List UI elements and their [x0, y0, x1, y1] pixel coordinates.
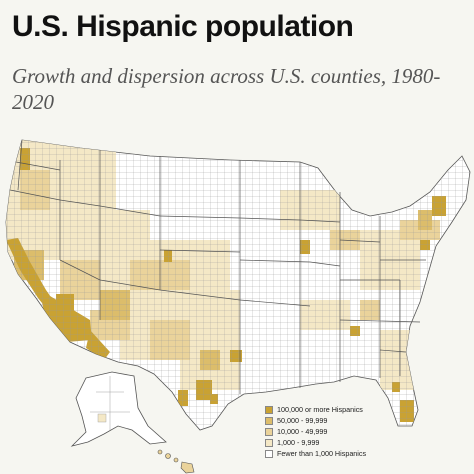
- state-borders: [9, 139, 426, 394]
- legend-label: 100,000 or more Hispanics: [277, 405, 363, 414]
- legend-item: 10,000 - 49,999: [265, 426, 366, 437]
- map-legend: 100,000 or more Hispanics 50,000 - 99,99…: [265, 404, 366, 459]
- legend-swatch: [265, 416, 273, 425]
- hawaii: [157, 449, 195, 474]
- county-borders: [6, 140, 470, 430]
- legend-label: Fewer than 1,000 Hispanics: [277, 449, 367, 458]
- legend-item: 100,000 or more Hispanics: [265, 404, 366, 415]
- legend-label: 1,000 - 9,999: [277, 438, 320, 447]
- legend-item: 50,000 - 99,999: [265, 415, 366, 426]
- lower-48-states: [5, 139, 471, 431]
- legend-swatch: [265, 427, 273, 436]
- alaska: [70, 371, 167, 447]
- legend-item: 1,000 - 9,999: [265, 437, 366, 448]
- legend-swatch: [265, 405, 273, 414]
- legend-swatch: [265, 449, 273, 458]
- legend-label: 50,000 - 99,999: [277, 416, 328, 425]
- legend-label: 10,000 - 49,999: [277, 427, 328, 436]
- legend-item: Fewer than 1,000 Hispanics: [265, 448, 366, 459]
- us-county-map: [5, 139, 471, 474]
- legend-swatch: [265, 438, 273, 447]
- page-subtitle: Growth and dispersion across U.S. counti…: [12, 64, 441, 115]
- page-title: U.S. Hispanic population: [12, 10, 354, 43]
